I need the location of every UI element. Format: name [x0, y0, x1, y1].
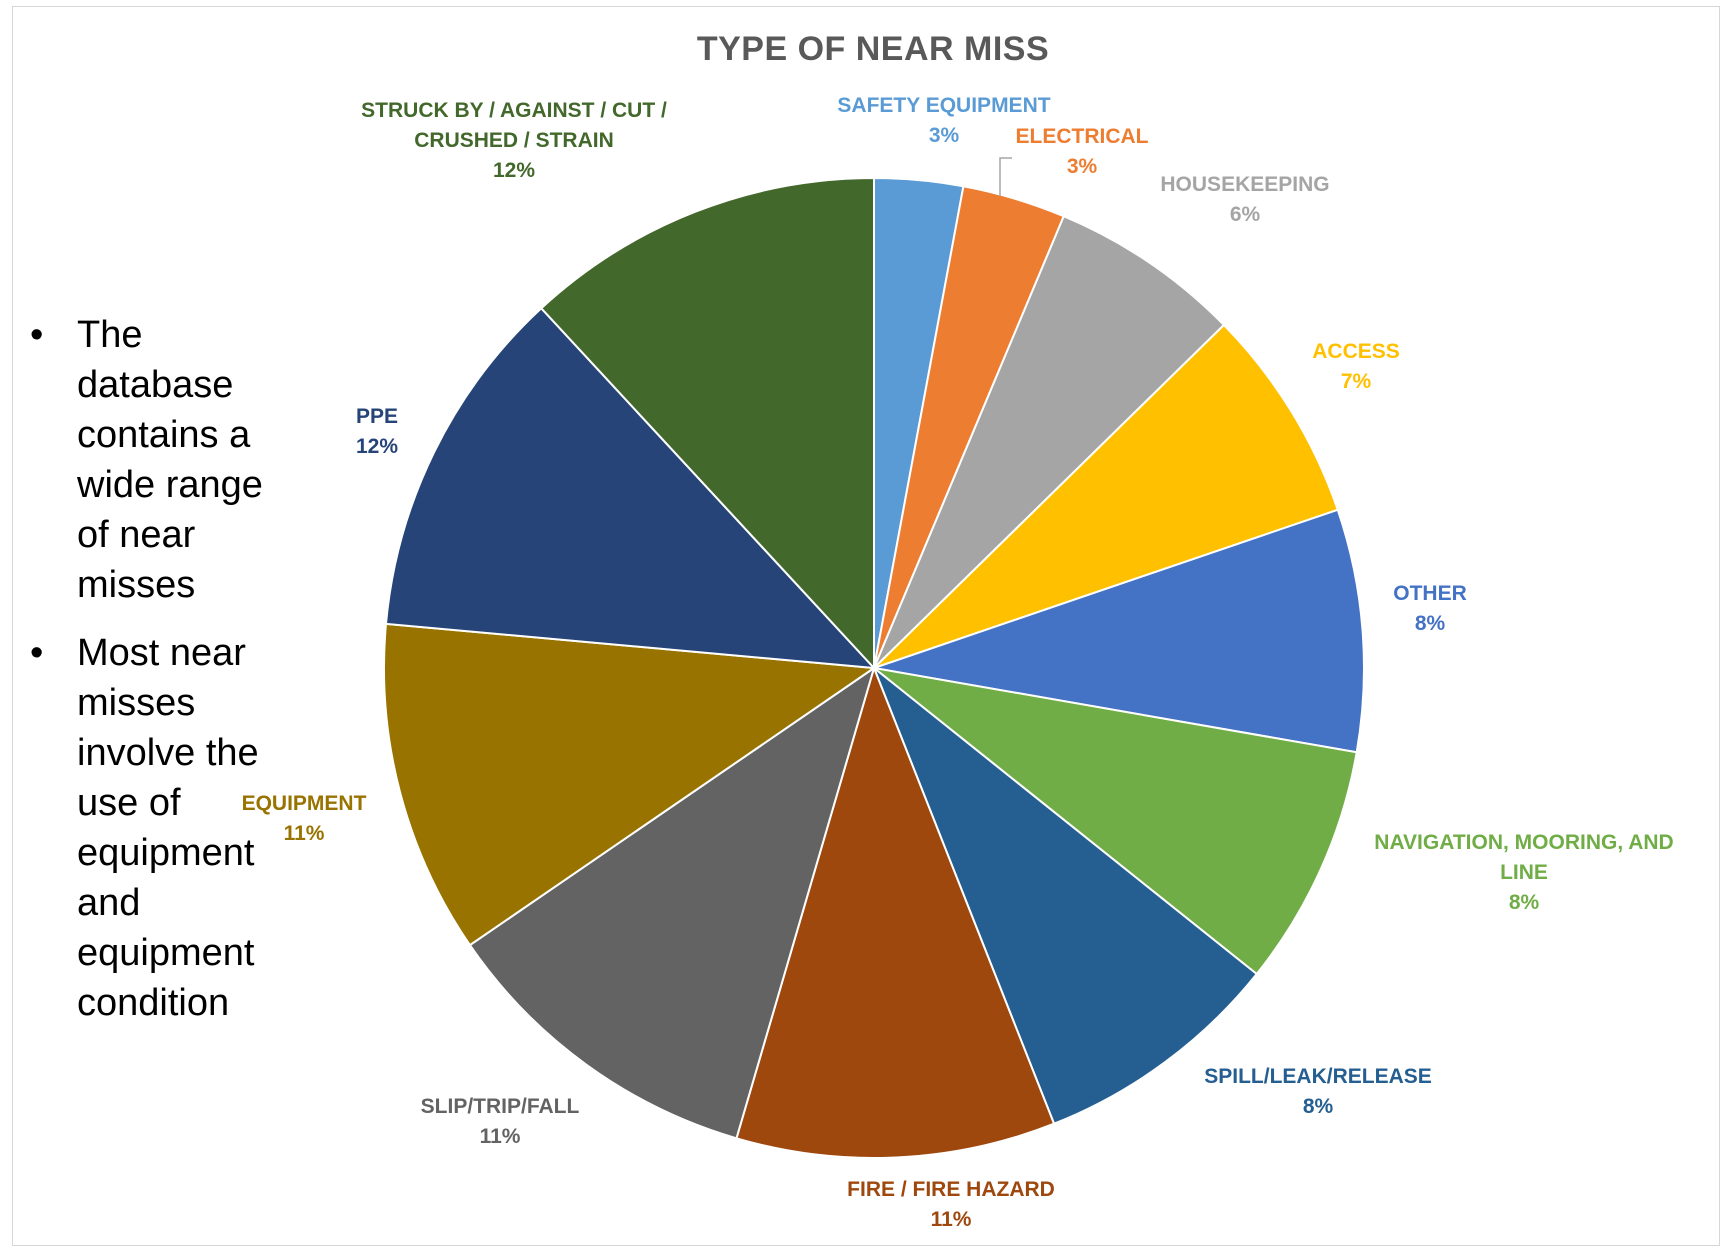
data-label-name: CRUSHED / STRAIN	[414, 129, 614, 152]
bullet-line: wide range	[77, 464, 263, 506]
data-label-name: EQUIPMENT	[242, 792, 367, 815]
data-label-name: FIRE / FIRE HAZARD	[847, 1178, 1055, 1201]
data-label-percent: 8%	[1415, 612, 1446, 635]
data-label-name: OTHER	[1393, 582, 1467, 605]
bullet-line: equipment	[77, 932, 255, 974]
data-label-percent: 12%	[493, 159, 535, 182]
pie-labels: SAFETY EQUIPMENT 3% ELECTRICAL 3% HOUSEKEEPI…	[242, 94, 1674, 1231]
chart-frame	[12, 6, 1720, 1246]
bullet-line: of near	[77, 514, 196, 556]
pie-slices	[383, 176, 1365, 1159]
data-label-ppe: PPE 12%	[356, 405, 398, 458]
data-label-percent: 11%	[284, 822, 325, 845]
pie-slice-other	[873, 508, 1365, 754]
pie-slice-equipment	[383, 622, 877, 947]
data-label-percent: 11%	[931, 1208, 972, 1231]
bullet-dot-icon: •	[30, 632, 44, 674]
bullet-dot-icon: •	[30, 314, 44, 356]
bullet-list: • The database contains a wide range of …	[30, 310, 320, 1046]
data-label-housekeeping: HOUSEKEEPING 6%	[1160, 173, 1329, 226]
data-label-electrical: ELECTRICAL 3%	[1016, 125, 1149, 178]
data-label-percent: 12%	[356, 435, 398, 458]
data-label-name: SLIP/TRIP/FALL	[421, 1095, 580, 1118]
pie-slice-ppe	[384, 306, 877, 670]
data-label-spill-leak-release: SPILL/LEAK/RELEASE 8%	[1204, 1065, 1432, 1118]
data-label-access: ACCESS 7%	[1312, 340, 1400, 393]
data-label-safety-equipment: SAFETY EQUIPMENT 3%	[837, 94, 1050, 147]
data-label-other: OTHER 8%	[1393, 582, 1467, 635]
data-label-percent: 7%	[1341, 370, 1372, 393]
data-label-percent: 3%	[929, 124, 960, 147]
data-label-name: SAFETY EQUIPMENT	[837, 94, 1050, 117]
data-label-percent: 6%	[1230, 203, 1261, 226]
data-label-percent: 8%	[1303, 1095, 1334, 1118]
data-label-percent: 3%	[1067, 155, 1098, 178]
data-label-name: LINE	[1500, 861, 1548, 884]
data-label-percent: 8%	[1509, 891, 1540, 914]
data-label-navigation-mooring-and: NAVIGATION, MOORING, AND LINE 8%	[1374, 831, 1673, 914]
data-label-name: ACCESS	[1312, 340, 1400, 363]
bullet-item: • The database contains a wide range of …	[30, 310, 320, 610]
leader-line	[999, 157, 1012, 196]
pie-slice-slip-trip-fall	[468, 665, 876, 1140]
pie-slice-spill-leak-release	[871, 664, 1259, 1126]
chart-title: TYPE OF NEAR MISS	[696, 30, 1050, 68]
pie-slice-housekeeping	[873, 214, 1226, 669]
data-label-name: HOUSEKEEPING	[1160, 173, 1329, 196]
data-label-equipment: EQUIPMENT 11%	[242, 792, 367, 845]
data-label-name: SPILL/LEAK/RELEASE	[1204, 1065, 1432, 1088]
bullet-line: condition	[77, 982, 230, 1024]
data-label-percent: 11%	[480, 1125, 521, 1148]
bullet-line: and	[77, 882, 141, 924]
bullet-line: use of	[77, 782, 181, 824]
data-label-slip-trip-fall: SLIP/TRIP/FALL 11%	[421, 1095, 580, 1148]
pie-slice-access	[873, 323, 1340, 669]
bullet-line: The	[77, 314, 143, 356]
bullet-line: contains a	[77, 414, 251, 456]
bullet-line: Most near	[77, 632, 246, 674]
pie-slice-struck-by-against-cut	[539, 176, 875, 671]
data-label-struck-by-against-cut: STRUCK BY / AGAINST / CUT / CRUSHED / STR…	[361, 99, 667, 182]
bullet-line: misses	[77, 682, 196, 724]
data-label-name: PPE	[356, 405, 398, 428]
pie-slice-fire-fire-hazard	[735, 664, 1056, 1159]
bullet-line: equipment	[77, 832, 255, 874]
bullet-line: involve the	[77, 732, 259, 774]
data-label-name: STRUCK BY / AGAINST / CUT /	[361, 99, 667, 122]
bullet-line: misses	[77, 564, 196, 606]
data-label-name: ELECTRICAL	[1016, 125, 1149, 148]
pie-slice-navigation-mooring-and	[873, 667, 1358, 976]
data-label-fire-fire-hazard: FIRE / FIRE HAZARD 11%	[847, 1178, 1055, 1231]
bullet-item: • Most near misses involve the use of eq…	[30, 628, 320, 1028]
data-label-name: NAVIGATION, MOORING, AND	[1374, 831, 1673, 854]
bullet-line: database	[77, 364, 234, 406]
